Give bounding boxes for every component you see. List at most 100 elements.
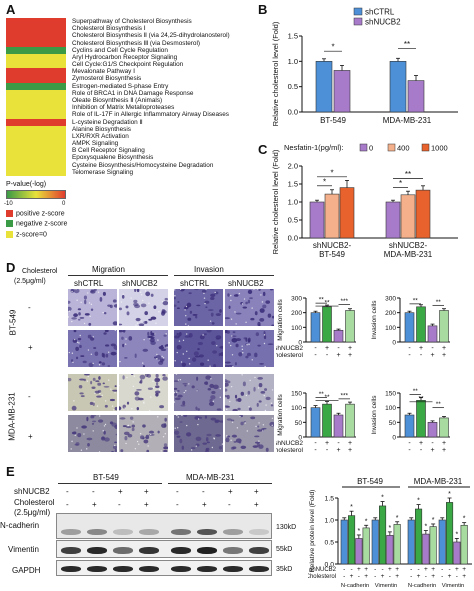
pore-mark (74, 338, 76, 341)
cell-mark (92, 420, 97, 423)
cell-mark (269, 289, 274, 291)
sign-cholesterol: + (442, 352, 446, 359)
pore-mark (262, 430, 264, 432)
bar-c (385, 201, 401, 239)
cell-mark (262, 291, 266, 297)
cell-mark (247, 338, 251, 343)
significance-label: * (396, 515, 399, 522)
cell-mark (103, 332, 107, 335)
e-sign-cholesterol: - (66, 500, 69, 509)
pathway-label: Role of IL-17F in Allergic Inflammatory … (72, 111, 229, 119)
cell-mark (258, 444, 264, 449)
cell-mark (174, 430, 180, 435)
cell-mark (174, 392, 177, 397)
pore-mark (157, 416, 159, 418)
cell-mark (144, 320, 148, 324)
cell-mark (257, 425, 260, 428)
legend-label: shCTRL (365, 8, 395, 17)
bar-e (393, 524, 401, 565)
pore-mark (221, 443, 223, 445)
y-tick-label: 1.0 (325, 518, 335, 525)
cell-mark (79, 344, 82, 349)
e-row-dose: (2.5μg/ml) (14, 508, 51, 517)
pore-mark (86, 448, 88, 450)
y-tick-label: 0 (298, 340, 302, 347)
significance-label: ** (436, 401, 442, 408)
cell-mark (159, 405, 165, 409)
pore-mark (182, 339, 185, 342)
cell-mark (89, 401, 94, 406)
pore-mark (71, 290, 73, 293)
cell-mark (88, 362, 94, 367)
cell-mark (215, 434, 221, 437)
pore-mark (251, 307, 253, 309)
cell-mark (81, 425, 87, 429)
sign-shnucb2: - (441, 566, 443, 573)
cell-mark (174, 387, 178, 390)
cell-mark (250, 317, 255, 321)
cell-mark (105, 353, 109, 358)
cell-mark (143, 439, 149, 444)
pore-mark (114, 392, 116, 394)
cell-mark (163, 443, 168, 447)
pore-mark (68, 316, 70, 318)
cell-mark (235, 338, 242, 342)
col-shnucb2-2: shNUCB2 (228, 279, 264, 288)
pore-mark (165, 333, 167, 335)
cell-mark (269, 421, 274, 427)
sign-cholesterol: + (442, 447, 446, 454)
cell-mark (209, 383, 215, 389)
panel-label-c: C (258, 142, 268, 157)
pore-mark (125, 442, 127, 445)
y-tick-label: 100 (291, 405, 302, 412)
pore-mark (147, 445, 149, 447)
bar-e (422, 533, 430, 565)
blot-band (197, 566, 217, 572)
cell-mark (150, 316, 157, 320)
d-minus-1: - (28, 303, 31, 312)
legend-label: z-score=0 (16, 231, 47, 239)
sign-shnucb2: + (419, 345, 423, 352)
pore-mark (90, 353, 93, 355)
bar-e (379, 505, 387, 565)
cell-mark (112, 445, 117, 449)
cell-mark (133, 299, 138, 304)
cell-mark (111, 450, 114, 452)
pore-mark (204, 302, 206, 305)
blot-band (197, 546, 217, 554)
cell-mark (122, 375, 125, 380)
cell-mark (196, 416, 203, 419)
cell-mark (225, 437, 230, 443)
sign-shnucb2: + (419, 440, 423, 447)
e-bt549: BT-549 (93, 473, 119, 482)
blot-band (113, 529, 133, 535)
cell-mark (225, 382, 229, 387)
significance-label: ** (405, 170, 411, 179)
cell-mark (196, 304, 201, 307)
x-protein-label: Vimentin (442, 583, 464, 589)
sign-shnucb2: + (388, 566, 392, 573)
row-mdamb231: MDA-MB-231 (7, 392, 17, 441)
pore-mark (114, 444, 116, 447)
pore-mark (185, 390, 187, 392)
blot-band (197, 529, 217, 535)
cell-mark (153, 356, 157, 359)
cell-mark (212, 350, 218, 354)
row-label-cholesterol: Cholesterol (276, 447, 304, 454)
x-group-label: BT-549 (320, 116, 346, 125)
cell-mark (247, 289, 253, 295)
blot-band (61, 546, 81, 554)
sign-shnucb2: + (442, 440, 446, 447)
cell-mark (179, 421, 183, 423)
chart-b-cholesterol: 0.0 0.5 1.0 1.5 Relative cholesterol level (… (271, 8, 458, 126)
sign-cholesterol: - (314, 447, 317, 454)
pore-mark (231, 335, 233, 337)
blot-band (139, 566, 159, 572)
e-sign-cholesterol: + (254, 500, 259, 509)
cell-mark (83, 378, 87, 382)
pore-mark (71, 440, 73, 443)
pathway-label: Superpathway of Cholesterol Biosynthesis (72, 18, 192, 25)
pore-mark (234, 311, 236, 313)
micrograph-image (225, 374, 274, 411)
pore-mark (236, 427, 239, 429)
